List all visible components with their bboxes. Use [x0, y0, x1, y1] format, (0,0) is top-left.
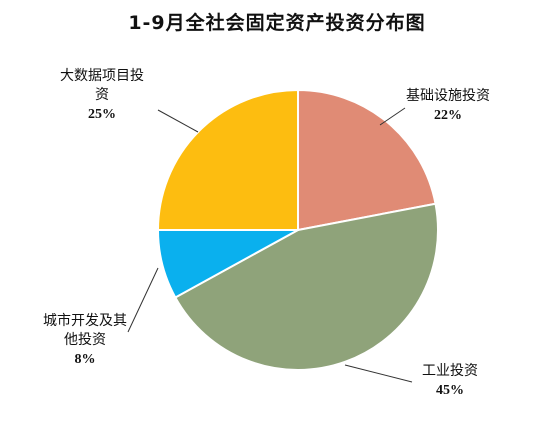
slice-percent-1: 22% — [434, 108, 462, 123]
chart-title: 1-9月全社会固定资产投资分布图 — [128, 12, 426, 34]
leader-line-2 — [344, 364, 413, 383]
pie-slice-2 — [173, 202, 439, 371]
leader-line-4 — [157, 109, 199, 133]
leader-lines — [127, 107, 413, 383]
slice-percent-4: 25% — [88, 107, 116, 122]
pie-slice-4 — [156, 88, 299, 231]
slice-label-4-line-2: 资 — [95, 87, 109, 103]
slice-label-4-line-1: 大数据项目投 — [60, 68, 144, 84]
leader-line-1 — [379, 107, 406, 126]
slice-label-3-line-1: 城市开发及其 — [43, 312, 127, 329]
pie-slices — [156, 88, 439, 371]
slice-percent-2: 45% — [436, 383, 464, 398]
slice-label-1-line-1: 基础设施投资 — [406, 87, 490, 104]
slice-label-3-line-2: 他投资 — [64, 332, 106, 348]
slice-label-2-line-1: 工业投资 — [422, 363, 478, 379]
leader-line-3 — [127, 267, 159, 333]
pie-slice-1 — [297, 88, 437, 232]
slice-percent-3: 8% — [75, 352, 96, 367]
